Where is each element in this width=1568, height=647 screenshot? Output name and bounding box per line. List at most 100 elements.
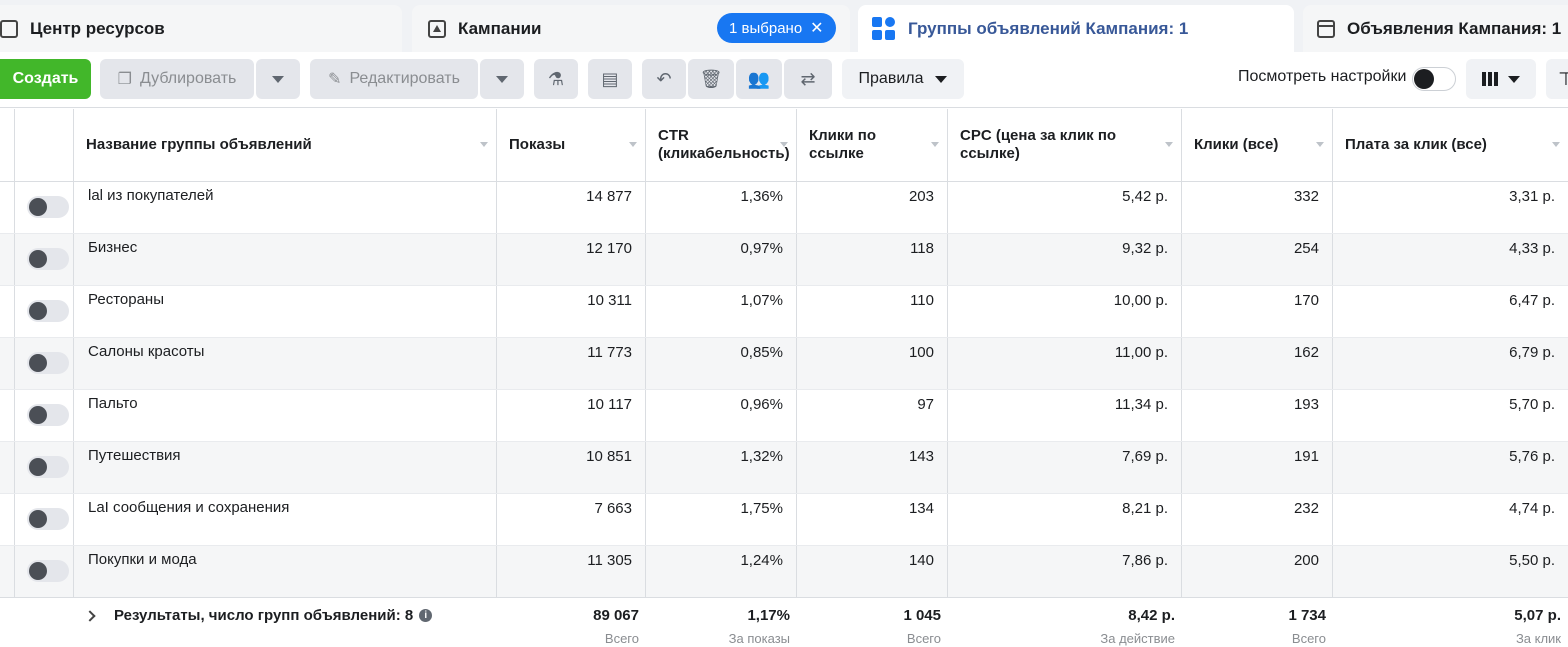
totals-label[interactable]: Результаты, число групп объявлений: 8 i [84,607,433,624]
close-icon[interactable]: ✕ [810,20,824,37]
total-value: 1,17% [747,607,790,624]
header-name[interactable]: Название группы объявлений [74,109,497,181]
info-icon[interactable]: i [419,609,433,622]
status-toggle[interactable] [27,248,69,270]
tab-resources[interactable]: Центр ресурсов [0,5,402,52]
clicks-all-cell: 170 [1182,286,1333,337]
adset-name-link[interactable]: Покупки и мода [88,551,197,568]
cpc-all-cell: 6,79 р. [1509,344,1555,361]
view-settings-toggle[interactable] [1412,67,1456,91]
clicks-all-cell: 191 [1182,442,1333,493]
selected-badge[interactable]: 1 выбрано ✕ [717,13,836,43]
chevron-down-icon [1508,75,1520,83]
ctr-cell: 1,32% [646,442,797,493]
row-select-cell[interactable] [0,390,15,441]
row-select-cell[interactable] [0,286,15,337]
ab-test-button[interactable]: ⚗ [534,59,578,99]
status-toggle[interactable] [27,560,69,582]
tab-label: Центр ресурсов [30,18,165,38]
row-select-cell[interactable] [0,546,15,597]
header-impressions[interactable]: Показы [497,109,646,181]
table-row[interactable]: Бизнес 12 170 0,97% 118 9,32 р. 254 4,33 р. [0,234,1568,286]
breakdown-button[interactable]: ⊤ [1546,59,1568,99]
table-row[interactable]: LaI сообщения и сохранения 7 663 1,75% 134 8… [0,494,1568,546]
duplicate-button[interactable]: ❐ Дублировать [100,59,254,99]
header-cpc-all[interactable]: Плата за клик (все) [1333,109,1568,181]
table-row[interactable]: lal из покупателей 14 877 1,36% 203 5,42 р. 3… [0,182,1568,234]
duplicate-dropdown[interactable] [256,59,300,99]
row-select-cell[interactable] [0,182,15,233]
table-header: Название группы объявлений Показы CTR (к… [0,109,1568,182]
total-caption: Всего [1291,631,1326,646]
sort-icon [780,142,788,147]
status-toggle[interactable] [27,196,69,218]
tab-adsets[interactable]: Группы объявлений Кампания: 1 [858,5,1294,52]
impressions-cell: 10 311 [497,286,646,337]
adset-name-link[interactable]: Рестораны [88,291,164,308]
status-toggle[interactable] [27,404,69,426]
row-select-cell[interactable] [0,442,15,493]
row-select-cell[interactable] [0,234,15,285]
audience-button[interactable]: 👥 [736,59,782,99]
adset-name-link[interactable]: lal из покупателей [88,187,214,204]
edit-dropdown[interactable] [480,59,524,99]
table-row[interactable]: Путешествия 10 851 1,32% 143 7,69 р. 191 5,76 … [0,442,1568,494]
adset-name-link[interactable]: Бизнес [88,239,138,256]
toggle-knob [29,406,47,424]
adset-name-link[interactable]: Путешествия [88,447,181,464]
header-ctr[interactable]: CTR (кликабельность) [646,109,797,181]
adset-name-link[interactable]: LaI сообщения и сохранения [88,499,290,516]
clipboard-icon: ▤ [601,68,619,89]
header-cpc[interactable]: CPC (цена за клик по ссылке) [948,109,1182,181]
report-button[interactable]: ▤ [588,59,632,99]
columns-button[interactable] [1466,59,1536,99]
create-button[interactable]: Создать [0,59,91,99]
adset-name-cell: Пальто [74,390,497,441]
campaign-icon [428,19,446,38]
ctr-cell: 1,07% [646,286,797,337]
status-toggle[interactable] [27,456,69,478]
header-link-clicks[interactable]: Клики по ссылке [797,109,948,181]
table-row[interactable]: Пальто 10 117 0,96% 97 11,34 р. 193 5,70 р. [0,390,1568,442]
tab-campaigns[interactable]: Кампании 1 выбрано ✕ [412,5,850,52]
toolbar: Создать ❐ Дублировать ✎ Редактировать ⚗ … [0,52,1568,108]
tab-ads[interactable]: Объявления Кампания: 1 [1303,5,1568,52]
toggle-knob [29,458,47,476]
table-row[interactable]: Рестораны 10 311 1,07% 110 10,00 р. 170 6,47 р… [0,286,1568,338]
row-select-cell[interactable] [0,338,15,389]
status-toggle-cell [15,338,74,389]
rules-button[interactable]: Правила [842,59,964,99]
status-toggle[interactable] [27,300,69,322]
impressions-cell: 14 877 [497,182,646,233]
adset-name-cell: lal из покупателей [74,182,497,233]
duplicate-label: Дублировать [139,70,237,87]
total-clicks-all: 1 734 Всего [1182,598,1333,647]
status-toggle-cell [15,234,74,285]
trash-icon: 🗑 [699,68,723,89]
cpc-all-cell: 5,70 р. [1509,396,1555,413]
status-toggle[interactable] [27,352,69,374]
toggle-knob [1414,69,1434,89]
edit-button[interactable]: ✎ Редактировать [310,59,478,99]
chevron-right-icon[interactable] [84,609,96,622]
undo-button[interactable]: ↶ [642,59,686,99]
adset-name-link[interactable]: Пальто [88,395,138,412]
header-clicks-all[interactable]: Клики (все) [1182,109,1333,181]
total-value: 1 734 [1288,607,1326,624]
adset-name-cell: LaI сообщения и сохранения [74,494,497,545]
row-select-cell[interactable] [0,494,15,545]
status-toggle[interactable] [27,508,69,530]
adset-name-link[interactable]: Салоны красоты [88,343,205,360]
table-row[interactable]: Салоны красоты 11 773 0,85% 100 11,00 р. 162 6… [0,338,1568,390]
clicks-all-cell: 332 [1182,182,1333,233]
people-icon: 👥 [747,68,771,89]
sort-icon [629,142,637,147]
chevron-down-icon [496,75,508,83]
rules-label: Правила [858,70,924,87]
clicks-all-cell: 254 [1182,234,1333,285]
table-row[interactable]: Покупки и мода 11 305 1,24% 140 7,86 р. 200 5,… [0,546,1568,598]
delete-button[interactable]: 🗑 [688,59,734,99]
export-button[interactable]: ⇄ [784,59,832,99]
cpc-all-cell: 4,33 р. [1509,240,1555,257]
adset-name-cell: Рестораны [74,286,497,337]
